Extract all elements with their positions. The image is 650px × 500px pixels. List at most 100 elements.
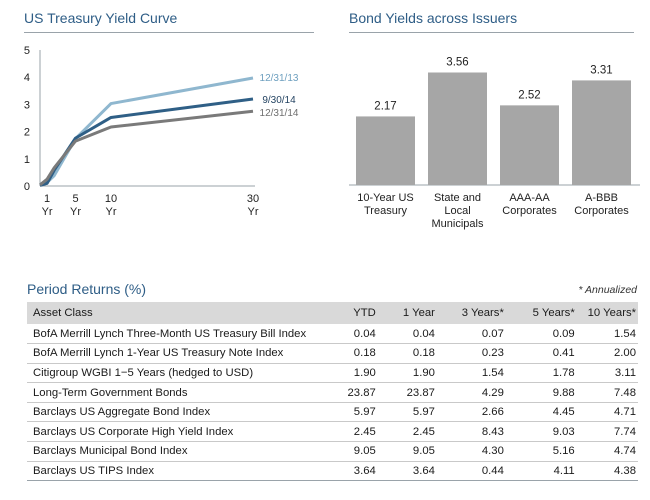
1-year-cell: 1.90 xyxy=(412,366,435,379)
10-years-cell: 3.11 xyxy=(614,366,636,379)
bar-category-label: A-BBB xyxy=(585,192,618,204)
period-returns-table: Asset Class YTD 1 Year 3 Years* 5 Years*… xyxy=(27,302,638,481)
table-row: BofA Merrill Lynch Three-Month US Treasu… xyxy=(27,324,638,344)
asset-class-cell: Barclays Municipal Bond Index xyxy=(33,445,188,458)
10-years-cell: 2.00 xyxy=(614,347,636,360)
col-3-years: 3 Years* xyxy=(438,302,508,324)
asset-class-cell: Barclays US TIPS Index xyxy=(33,464,154,477)
5-years-cell: 0.41 xyxy=(552,347,575,360)
1-year-cell: 2.45 xyxy=(412,425,435,438)
bar-category-label: Municipals xyxy=(432,218,484,230)
x-tick-label: Yr xyxy=(42,206,53,218)
col-5-years: 5 Years* xyxy=(507,302,579,324)
table-row: BofA Merrill Lynch 1-Year US Treasury No… xyxy=(27,344,638,364)
ytd-cell: 9.05 xyxy=(353,445,376,458)
bar xyxy=(572,80,631,185)
series-label: 12/31/13 xyxy=(260,73,299,84)
col-asset-class: Asset Class xyxy=(27,302,339,324)
5-years-cell: 9.88 xyxy=(552,386,575,399)
5-years-cell: 4.11 xyxy=(553,464,575,477)
5-years-cell: 0.09 xyxy=(552,327,575,340)
3-years-cell: 1.54 xyxy=(481,366,504,379)
3-years-cell: 2.66 xyxy=(481,406,504,419)
x-tick-label: Yr xyxy=(70,206,81,218)
asset-class-cell: Citigroup WGBI 1−5 Years (hedged to USD) xyxy=(33,366,254,379)
yield-curve-labels: 12/31/13 9/30/14 12/31/14 xyxy=(260,73,299,119)
period-returns-title: Period Returns (%) xyxy=(27,281,147,297)
10-years-cell: 1.54 xyxy=(614,327,636,340)
3-years-cell: 8.43 xyxy=(481,425,504,438)
10-years-cell: 4.74 xyxy=(614,445,636,458)
bar-category-label: Treasury xyxy=(364,205,407,217)
table-row: Long-Term Government Bonds 23.87 23.87 4.29… xyxy=(27,383,638,403)
y-tick-label: 3 xyxy=(24,99,30,111)
series-label: 12/31/14 xyxy=(260,108,299,119)
annualized-note: * Annualized xyxy=(578,284,637,296)
y-tick-label: 4 xyxy=(24,72,30,84)
series-line xyxy=(39,109,254,187)
yield-curve-title: US Treasury Yield Curve xyxy=(24,10,178,26)
table-row: Barclays US Aggregate Bond Index 5.97 5.97… xyxy=(27,402,638,422)
yield-curve-title-rule xyxy=(24,32,314,33)
bar-value-label: 2.52 xyxy=(518,89,540,101)
col-1-year: 1 Year xyxy=(379,302,439,324)
1-year-cell: 3.64 xyxy=(412,464,435,477)
bar-value-label: 3.31 xyxy=(590,64,612,76)
ytd-cell: 3.64 xyxy=(353,464,376,477)
10-years-cell: 7.74 xyxy=(614,425,636,438)
3-years-cell: 0.23 xyxy=(481,347,504,360)
1-year-cell: 5.97 xyxy=(412,406,435,419)
x-tick-label: Yr xyxy=(248,206,259,218)
ytd-cell: 0.18 xyxy=(353,347,376,360)
3-years-cell: 4.29 xyxy=(481,386,504,399)
x-tick-label: 5 xyxy=(72,193,78,205)
asset-class-cell: Long-Term Government Bonds xyxy=(33,386,188,399)
ytd-cell: 23.87 xyxy=(347,386,376,399)
ytd-cell: 0.04 xyxy=(353,327,376,340)
table-row: Barclays Municipal Bond Index 9.05 9.05 4.3… xyxy=(27,442,638,462)
table-row: Barclays US TIPS Index 3.64 3.64 0.44 4.11 4.… xyxy=(27,461,638,481)
bar-category-label: State and xyxy=(434,192,481,204)
10-years-cell: 4.38 xyxy=(614,464,636,477)
table-row: Citigroup WGBI 1−5 Years (hedged to USD)… xyxy=(27,363,638,383)
bar-category-label: Corporates xyxy=(574,205,629,217)
3-years-cell: 4.30 xyxy=(481,445,504,458)
issuer-yields-title: Bond Yields across Issuers xyxy=(349,10,518,26)
asset-class-cell: BofA Merrill Lynch 1-Year US Treasury No… xyxy=(33,347,284,360)
y-tick-label: 1 xyxy=(24,154,30,166)
bar-category-label: AAA-AA xyxy=(509,192,550,204)
asset-class-cell: BofA Merrill Lynch Three-Month US Treasu… xyxy=(33,327,307,340)
ytd-cell: 5.97 xyxy=(353,406,376,419)
10-years-cell: 4.71 xyxy=(614,406,636,419)
col-ytd: YTD xyxy=(338,302,380,324)
y-tick-label: 2 xyxy=(24,127,30,139)
issuer-yields-title-rule xyxy=(349,32,634,33)
ytd-cell: 2.45 xyxy=(353,425,376,438)
bar-value-label: 2.17 xyxy=(374,100,396,112)
5-years-cell: 1.78 xyxy=(552,366,575,379)
1-year-cell: 0.04 xyxy=(412,327,435,340)
asset-class-cell: Barclays US Corporate High Yield Index xyxy=(33,425,234,438)
yield-curve-lines xyxy=(39,76,254,187)
bar xyxy=(500,105,559,185)
10-years-cell: 7.48 xyxy=(614,386,636,399)
3-years-cell: 0.44 xyxy=(481,464,504,477)
5-years-cell: 9.03 xyxy=(552,425,575,438)
bar-category-label: Corporates xyxy=(502,205,557,217)
series-label: 9/30/14 xyxy=(262,95,296,106)
3-years-cell: 0.07 xyxy=(481,327,504,340)
table-header-row: Asset Class YTD 1 Year 3 Years* 5 Years*… xyxy=(27,302,638,324)
bar xyxy=(428,72,487,185)
x-tick-label: 1 xyxy=(44,193,50,205)
bar-category-label: Local xyxy=(444,205,470,217)
bar-value-label: 3.56 xyxy=(446,57,468,69)
col-10-years: 10 Years* xyxy=(578,302,638,324)
bar-category-label: 10-Year US xyxy=(357,192,413,204)
series-line xyxy=(39,97,254,187)
5-years-cell: 4.45 xyxy=(552,406,575,419)
table-row: Barclays US Corporate High Yield Index 2.… xyxy=(27,422,638,442)
